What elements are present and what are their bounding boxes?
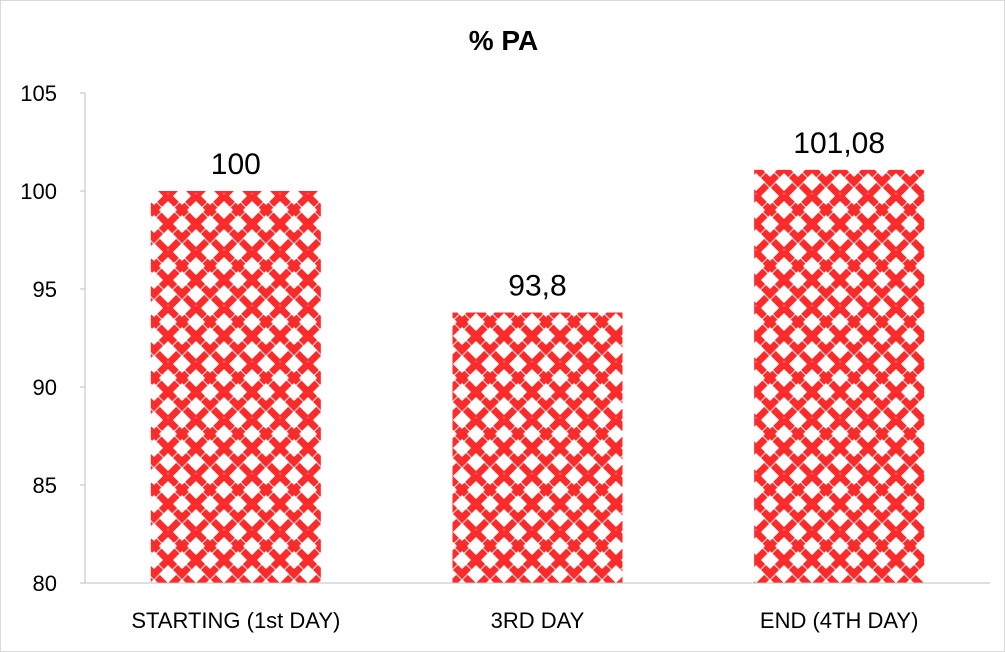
y-axis: 80 85 90 95 100 105 (20, 81, 86, 596)
bar (452, 312, 623, 583)
y-tick-label: 80 (33, 571, 57, 596)
bars-group: 100 93,8 101,08 (150, 127, 925, 583)
data-label: 100 (211, 148, 261, 181)
y-tick-label: 85 (33, 473, 57, 498)
data-label: 101,08 (793, 127, 885, 160)
y-tick-label: 105 (20, 81, 57, 106)
y-tick-label: 95 (33, 277, 57, 302)
x-tick-label: 3RD DAY (491, 608, 585, 633)
x-tick-label: END (4TH DAY) (760, 608, 919, 633)
chart-title: % PA (468, 25, 539, 56)
x-axis: STARTING (1st DAY) 3RD DAY END (4TH DAY) (85, 582, 990, 633)
bar (150, 191, 321, 583)
data-label: 93,8 (508, 270, 566, 303)
x-tick-label: STARTING (1st DAY) (131, 608, 340, 633)
y-tick-label: 100 (20, 179, 57, 204)
y-tick-label: 90 (33, 375, 57, 400)
bar (754, 169, 925, 583)
